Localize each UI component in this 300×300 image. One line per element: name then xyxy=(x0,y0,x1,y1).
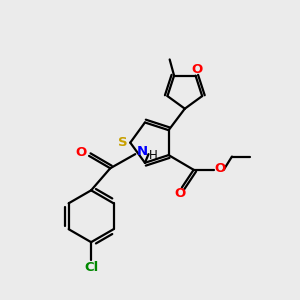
Text: H: H xyxy=(149,149,158,162)
Text: O: O xyxy=(214,162,225,175)
Text: O: O xyxy=(175,188,186,200)
Text: N: N xyxy=(137,145,148,158)
Text: Cl: Cl xyxy=(84,261,98,274)
Text: S: S xyxy=(118,136,128,149)
Text: O: O xyxy=(75,146,86,159)
Text: O: O xyxy=(191,63,203,76)
